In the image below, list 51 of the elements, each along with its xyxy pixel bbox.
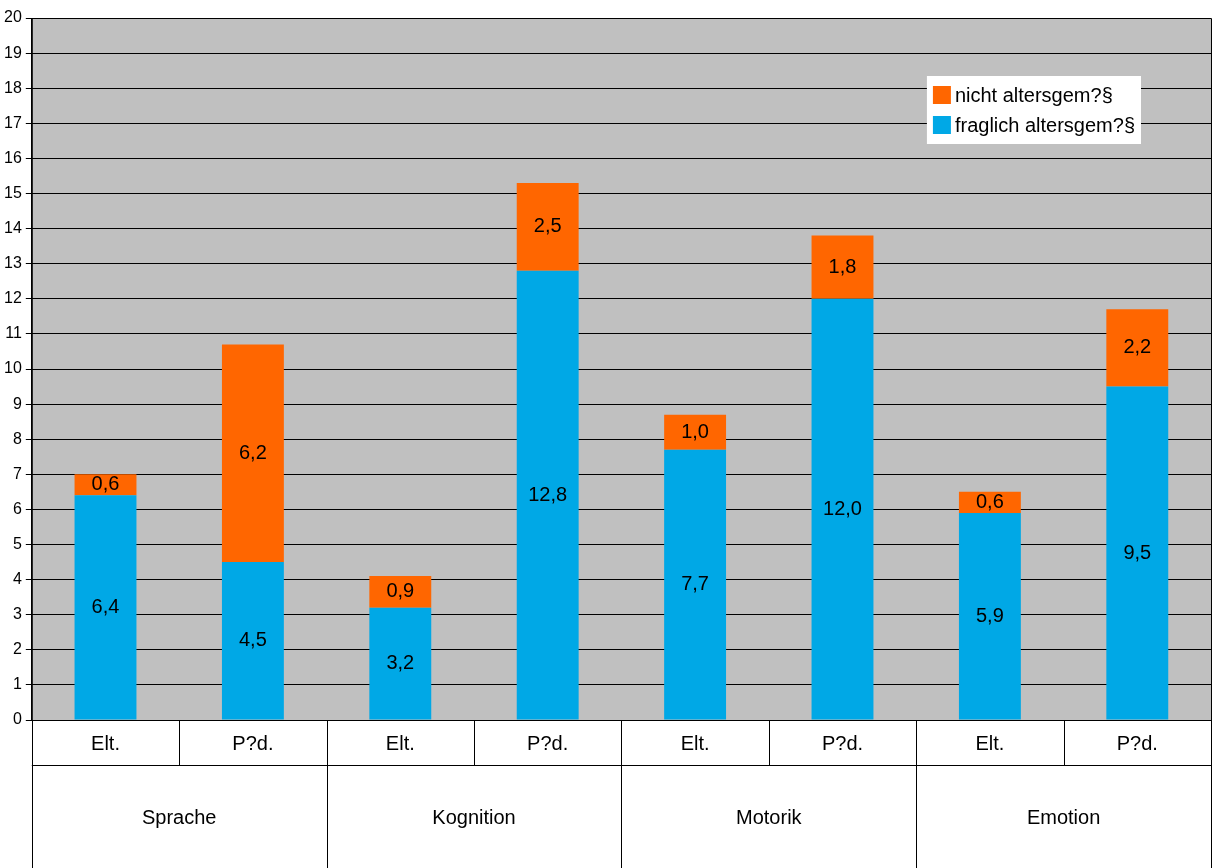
data-label: 1,8 [828,254,857,277]
text: Motorik [736,806,803,829]
legend-label: nicht altersgem?§ [954,83,1113,106]
y-tick-label: 20 [4,8,22,26]
y-tick-label: 15 [4,183,22,201]
data-label: 1,0 [681,419,709,442]
data-label: 0,6 [91,472,120,495]
data-label: 4,5 [238,628,267,651]
y-tick-label: 2 [12,640,22,658]
x-tick-label: P?d. [232,731,274,754]
y-tick-label: 1 [12,675,22,693]
y-tick-label: 18 [4,78,22,96]
data-label: 12,8 [528,482,568,505]
data-label: 6,2 [238,440,267,463]
y-tick-label: 4 [12,570,22,588]
y-tick-label: 0 [12,710,22,728]
y-tick-label: 19 [4,43,22,61]
y-tick-label: 11 [5,324,22,342]
data-label: 0,6 [975,489,1004,512]
data-label: 5,9 [975,603,1004,626]
y-tick-label: 3 [12,605,22,623]
x-tick-label: P?d. [821,731,864,754]
y-tick-label: 12 [4,289,22,307]
y-tick-label: 17 [4,113,22,131]
y-tick-label: 13 [4,254,22,272]
y-tick-label: 6 [12,499,22,517]
x-tick-label: Elt. [680,731,710,754]
y-tick-label: 7 [12,464,22,482]
text: Sprache [141,806,217,829]
text: Kognition [432,806,516,829]
y-tick-label: 14 [4,219,22,237]
x-tick-label: Elt. [385,731,415,754]
y-tick-label: 9 [12,394,22,412]
data-label: 0,9 [386,579,415,602]
y-tick-label: 8 [12,429,22,447]
data-label: 7,7 [681,572,709,595]
data-label: 9,5 [1123,540,1152,563]
legend-label: fraglich altersgem?§ [954,113,1136,136]
data-label: 12,0 [823,496,862,519]
y-tick-label: 10 [4,359,22,377]
x-tick-label: P?d. [1116,731,1158,754]
data-label: 6,4 [91,594,120,617]
data-label: 2,5 [533,214,562,237]
x-tick-label: Elt. [975,731,1005,754]
text: Emotion [1026,806,1101,829]
x-tick-label: P?d. [527,731,569,754]
data-label: 3,2 [386,651,415,674]
y-tick-label: 16 [4,148,22,166]
x-tick-label: Elt. [91,731,120,754]
data-label: 2,2 [1123,335,1152,358]
y-tick-label: 5 [12,534,22,552]
